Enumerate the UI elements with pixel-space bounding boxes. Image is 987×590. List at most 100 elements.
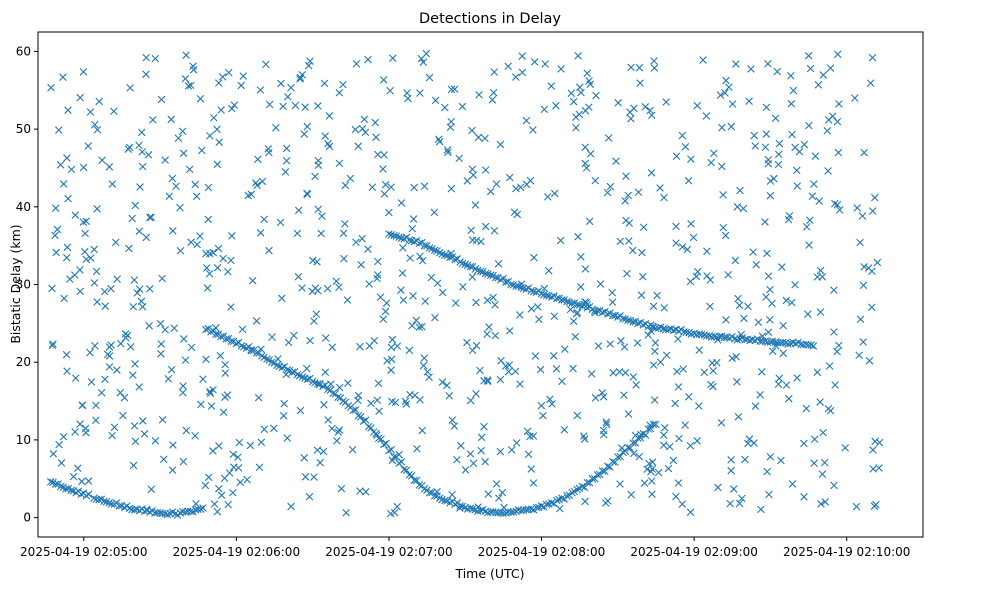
scatter-point <box>372 431 381 440</box>
scatter-point <box>754 318 763 327</box>
scatter-point <box>244 191 253 200</box>
scatter-point <box>461 466 470 474</box>
track-lower-point <box>568 488 576 497</box>
track-lower-point <box>430 492 439 500</box>
scatter-point <box>213 125 221 134</box>
track-lower-point <box>163 510 172 519</box>
scatter-point <box>764 272 773 280</box>
track-lower-point <box>593 471 602 479</box>
scatter-point <box>774 150 783 159</box>
scatter-point <box>627 490 636 499</box>
scatter-point <box>385 208 393 217</box>
scatter-point <box>505 327 514 335</box>
scatter-point <box>480 422 488 431</box>
scatter-point <box>332 277 341 286</box>
track-lower-point <box>527 505 536 513</box>
scatter-point <box>310 473 318 481</box>
scatter-point <box>617 337 625 345</box>
track-upper-point <box>395 233 403 241</box>
scatter-point <box>451 299 460 307</box>
scatter-point <box>314 205 323 214</box>
scatter-point <box>179 335 188 343</box>
scatter-point <box>480 377 488 385</box>
scatter-point <box>552 365 561 373</box>
scatter-point <box>49 340 57 348</box>
scatter-point <box>296 406 305 415</box>
scatter-point <box>722 76 730 85</box>
scatter-point <box>116 339 125 348</box>
track-upper-point <box>473 266 482 275</box>
scatter-point <box>376 293 385 302</box>
scatter-point <box>648 322 657 330</box>
scatter-point <box>752 260 761 269</box>
scatter-point <box>238 325 247 334</box>
scatter-point <box>364 55 372 64</box>
scatter-point <box>450 85 459 94</box>
scatter-point <box>582 298 591 307</box>
scatter-point <box>620 343 629 351</box>
scatter-point <box>574 232 582 241</box>
scatter-point <box>816 266 825 275</box>
scatter-point <box>312 310 321 318</box>
x-axis-label: Time (UTC) <box>454 566 524 581</box>
track-lower-point <box>334 393 342 401</box>
scatter-point <box>471 201 480 209</box>
scatter-point <box>813 368 822 377</box>
scatter-point <box>204 183 213 192</box>
x-tick-label: 2025-04-19 02:10:00 <box>783 545 910 559</box>
track-lower-point <box>397 458 406 466</box>
scatter-point <box>544 266 553 275</box>
scatter-point <box>209 385 217 394</box>
scatter-point <box>397 286 405 294</box>
scatter-point <box>558 377 566 386</box>
scatter-point <box>547 82 556 90</box>
scatter-point <box>763 249 771 258</box>
scatter-point <box>346 174 355 183</box>
track-upper-point <box>608 311 617 320</box>
scatter-point <box>113 275 121 283</box>
scatter-point <box>622 172 630 180</box>
scatter-point <box>214 244 223 253</box>
scatter-point <box>805 121 813 130</box>
scatter-point <box>841 444 850 452</box>
scatter-point <box>205 269 214 278</box>
scatter-point <box>317 229 325 238</box>
scatter-point <box>215 79 223 87</box>
scatter-point <box>772 341 780 350</box>
scatter-point <box>472 298 480 307</box>
scatter-point <box>856 315 865 324</box>
scatter-point <box>182 51 190 59</box>
track-lower-point <box>468 505 477 513</box>
scatter-point <box>546 395 554 404</box>
scatter-point <box>529 479 538 487</box>
scatter-point <box>598 389 607 397</box>
scatter-point <box>699 56 707 64</box>
scatter-point <box>234 464 243 472</box>
scatter-point <box>393 342 402 350</box>
scatter-point <box>678 131 687 140</box>
scatter-point <box>206 131 214 140</box>
scatter-point <box>419 58 428 66</box>
scatter-point <box>591 394 600 402</box>
track-upper-point <box>420 241 429 250</box>
scatter-point <box>606 182 615 191</box>
scatter-point <box>165 192 174 201</box>
scatter-point <box>732 353 741 361</box>
scatter-point <box>686 277 695 286</box>
scatter-point <box>662 351 671 360</box>
scatter-point <box>731 256 740 265</box>
scatter-point <box>204 473 213 482</box>
scatter-point <box>101 375 109 384</box>
scatter-point <box>453 455 461 464</box>
scatter-point <box>577 253 585 261</box>
y-tick-label: 0 <box>23 511 31 525</box>
scatter-point <box>130 276 139 284</box>
scatter-point <box>873 258 882 267</box>
scatter-point <box>334 428 343 436</box>
scatter-point <box>800 140 809 149</box>
scatter-point <box>496 447 505 456</box>
scatter-point <box>187 238 195 246</box>
scatter-point <box>277 79 285 88</box>
scatter-point <box>672 222 680 231</box>
track-upper-point <box>634 319 642 328</box>
